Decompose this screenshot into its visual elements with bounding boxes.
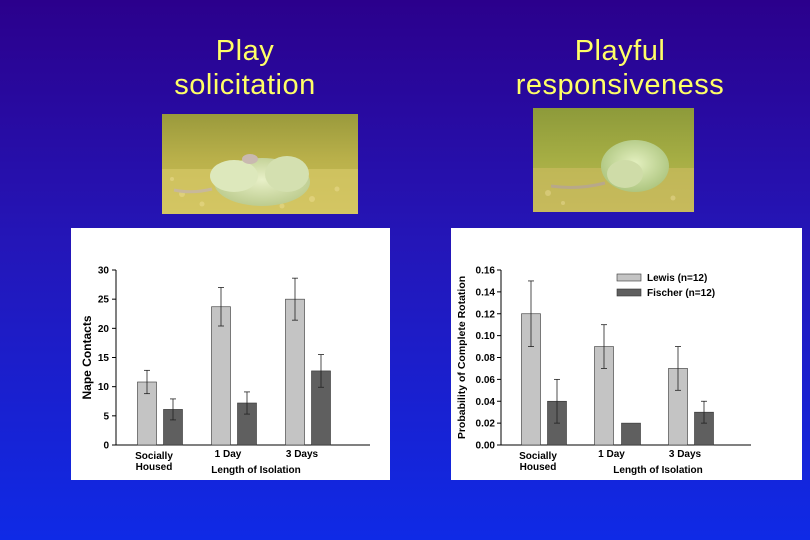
x-category-label: 3 Days — [286, 449, 319, 460]
bar — [211, 306, 231, 446]
bar — [621, 422, 641, 446]
x-category-label: 3 Days — [669, 449, 702, 460]
legend-label: Lewis (n=12) — [647, 273, 707, 284]
y-tick-label: 0.00 — [476, 441, 496, 452]
y-tick-label: 0.12 — [476, 309, 496, 320]
y-tick-label: 0 — [103, 441, 109, 452]
y-axis-label: Probability of Complete Rotation — [456, 276, 468, 439]
y-axis-label: Nape Contacts — [80, 315, 94, 399]
chart-nape-contacts-panel: 0 5 10 15 20 25 30 Nape Contacts Socially Housed 1… — [71, 228, 390, 480]
y-tick-label: 20 — [98, 324, 110, 335]
title-right-line-2: responsiveness — [515, 69, 725, 101]
y-tick-label: 0.16 — [476, 266, 496, 277]
x-category-label: Housed — [520, 462, 557, 473]
legend-swatch — [616, 273, 642, 282]
y-tick-label: 0.02 — [476, 419, 496, 430]
x-category-label: Housed — [136, 462, 173, 473]
y-tick-label: 0.08 — [476, 353, 496, 364]
y-tick-label: 0.04 — [476, 397, 496, 408]
x-category-label: Socially — [135, 451, 173, 462]
y-tick-label: 10 — [98, 382, 110, 393]
x-axis-label: Length of Isolation — [613, 465, 702, 476]
y-tick-label: 25 — [98, 295, 110, 306]
rat-playful-responsiveness-photo — [533, 108, 694, 212]
legend-label: Fischer (n=12) — [647, 288, 715, 299]
bar — [285, 298, 305, 446]
y-tick-label: 5 — [103, 411, 109, 422]
title-playful-responsiveness: Playful responsiveness — [480, 34, 760, 102]
legend-swatch — [616, 288, 642, 297]
x-category-label: Socially — [519, 451, 557, 462]
chart-complete-rotation-panel: 0.00 0.02 0.04 0.06 0.08 0.10 0.12 0.14 0.16 Prob… — [451, 228, 802, 480]
chart-complete-rotation: 0.00 0.02 0.04 0.06 0.08 0.10 0.12 0.14 0.16 Prob… — [456, 266, 751, 476]
title-play-solicitation: Play solicitation — [140, 34, 350, 102]
title-left-line-1: Play — [215, 35, 275, 67]
y-tick-label: 30 — [98, 266, 110, 277]
y-tick-label: 15 — [98, 353, 110, 364]
x-axis-label: Length of Isolation — [211, 465, 300, 476]
rat-play-solicitation-photo — [162, 114, 358, 214]
x-category-label: 1 Day — [598, 449, 625, 460]
x-category-label: 1 Day — [215, 449, 242, 460]
title-left-line-2: solicitation — [174, 69, 316, 101]
title-right-line-1: Playful — [574, 35, 666, 67]
y-tick-label: 0.06 — [476, 375, 496, 386]
y-tick-label: 0.10 — [476, 331, 496, 342]
y-tick-label: 0.14 — [476, 287, 496, 298]
